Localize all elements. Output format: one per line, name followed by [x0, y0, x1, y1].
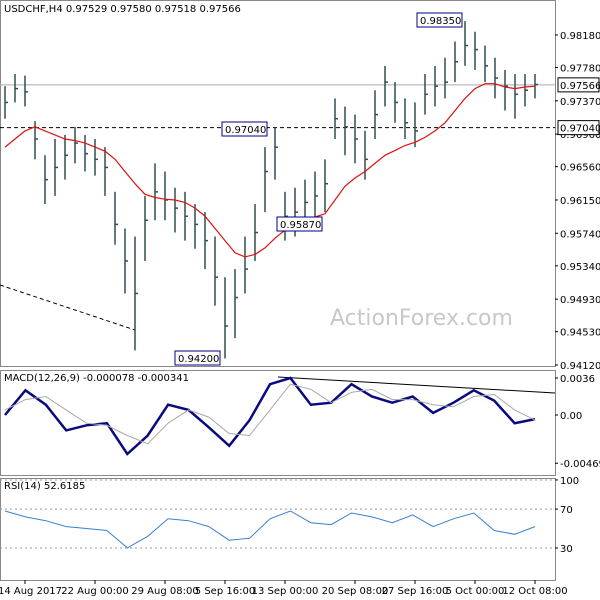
x-tick-label: 14 Aug 2017	[0, 586, 62, 597]
indicator-line	[4, 383, 536, 445]
x-tick-label: 29 Aug 08:00	[131, 586, 198, 597]
y-tick-label: 70	[560, 505, 573, 516]
x-tick-label: 12 Oct 08:00	[502, 586, 567, 597]
annotation-label: 0.98350	[420, 16, 461, 27]
rsi-title: RSI(14) 52.6185	[4, 481, 85, 492]
y-tick-label: 0.97780	[560, 63, 600, 74]
macd-panel	[0, 370, 556, 476]
annotation-label: 0.97040	[225, 125, 266, 136]
y-tick-label: 100	[560, 476, 579, 487]
indicator-line	[4, 376, 536, 456]
x-tick-label: 22 Aug 00:00	[61, 586, 128, 597]
x-tick-label: 20 Sep 08:00	[322, 586, 389, 597]
indicator-line	[4, 510, 536, 549]
y-tick-label: 0.97370	[560, 97, 600, 108]
y-tick-label: 0.94930	[560, 295, 600, 306]
x-tick-label: 13 Sep 00:00	[252, 586, 319, 597]
last-price-label: 0.97566	[560, 81, 600, 92]
y-tick-label: 0.00	[560, 411, 582, 422]
last-price-box	[557, 77, 600, 93]
annotation-box	[276, 216, 323, 232]
moving-average	[4, 83, 536, 258]
annotation-box	[174, 350, 221, 366]
annotation-box	[221, 121, 268, 137]
chart-title: USDCHF,H4 0.97529 0.97580 0.97518 0.9756…	[4, 4, 241, 15]
y-tick-label: 0.96150	[560, 196, 600, 207]
macd-trend-line	[277, 376, 556, 394]
y-tick-label: 0.96560	[560, 163, 600, 174]
watermark: ActionForex.com	[330, 306, 513, 331]
y-tick-label: 0.98180	[560, 31, 600, 42]
annotation-box	[416, 12, 463, 28]
y-tick-label: 0.95740	[560, 229, 600, 240]
y-tick-label: 0.0036	[560, 374, 595, 385]
y-tick-label: 30	[560, 544, 573, 555]
y-tick-label: 0.95340	[560, 262, 600, 273]
y-tick-label: 0.94120	[560, 361, 600, 372]
x-tick-label: 5 Oct 00:00	[446, 586, 505, 597]
trend-line	[0, 284, 136, 331]
annotation-label: 0.94200	[178, 354, 219, 365]
y-tick-label: -0.004696	[560, 459, 600, 470]
rsi-panel	[0, 478, 556, 581]
y-tick-label: 0.96960	[560, 130, 600, 141]
x-tick-label: 27 Sep 16:00	[382, 586, 449, 597]
main-panel	[0, 0, 556, 367]
level-label: 0.97040	[560, 124, 600, 135]
y-tick-label: 0.94530	[560, 328, 600, 339]
level-box	[557, 120, 600, 136]
annotation-label: 0.95870	[280, 220, 321, 231]
x-tick-label: 5 Sep 16:00	[195, 586, 255, 597]
macd-title: MACD(12,26,9) -0.000078 -0.000341	[4, 373, 189, 384]
